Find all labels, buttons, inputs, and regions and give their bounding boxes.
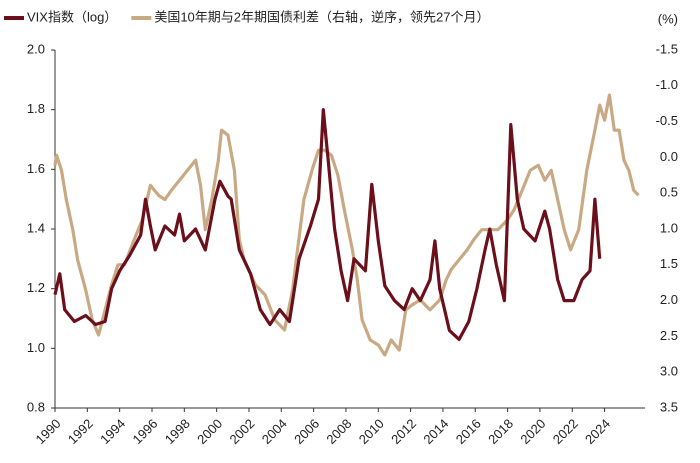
x-tick-label: 1990 [32, 416, 63, 447]
y-tick-label: 1.4 [27, 220, 45, 235]
y-tick-label: 1.6 [27, 161, 45, 176]
y2-tick-label: 0.5 [660, 185, 678, 200]
series-line [53, 108, 602, 341]
x-tick-label: 2006 [291, 416, 322, 447]
y-tick-label: 1.2 [27, 280, 45, 295]
y-tick-label: 0.8 [27, 399, 45, 414]
x-tick-label: 2024 [582, 416, 613, 447]
y2-tick-label: 1.0 [660, 220, 678, 235]
x-tick-label: 2018 [485, 416, 516, 447]
x-tick-label: 1992 [65, 416, 96, 447]
x-tick-label: 2016 [453, 416, 484, 447]
y2-tick-label: 1.5 [660, 256, 678, 271]
y-tick-label: 1.8 [27, 101, 45, 116]
y2-tick-label: -0.5 [656, 113, 678, 128]
x-tick-label: 2000 [194, 416, 225, 447]
y2-tick-label: 3.0 [660, 364, 678, 379]
legend-label: 美国10年期与2年期国债利差（右轴，逆序，领先27个月） [154, 9, 489, 24]
x-tick-label: 2022 [550, 416, 581, 447]
x-tick-label: 1998 [162, 416, 193, 447]
x-tick-label: 2012 [388, 416, 419, 447]
y-tick-label: 2.0 [27, 41, 45, 56]
x-tick-label: 2004 [259, 416, 290, 447]
x-tick-label: 2002 [226, 416, 257, 447]
x-tick-label: 2014 [420, 416, 451, 447]
y2-tick-label: 2.0 [660, 292, 678, 307]
y2-tick-label: 2.5 [660, 328, 678, 343]
x-tick-label: 2010 [356, 416, 387, 447]
x-tick-label: 1994 [97, 416, 128, 447]
y2-tick-label: -1.5 [656, 41, 678, 56]
y2-tick-label: 3.5 [660, 399, 678, 414]
x-tick-label: 2020 [517, 416, 548, 447]
x-tick-label: 1996 [129, 416, 160, 447]
y2-tick-label: 0.0 [660, 149, 678, 164]
y2-tick-label: -1.0 [656, 77, 678, 92]
y2-unit-label: (%) [658, 11, 678, 26]
x-tick-label: 2008 [323, 416, 354, 447]
y-tick-label: 1.0 [27, 340, 45, 355]
legend-label: VIX指数（log） [27, 9, 117, 24]
